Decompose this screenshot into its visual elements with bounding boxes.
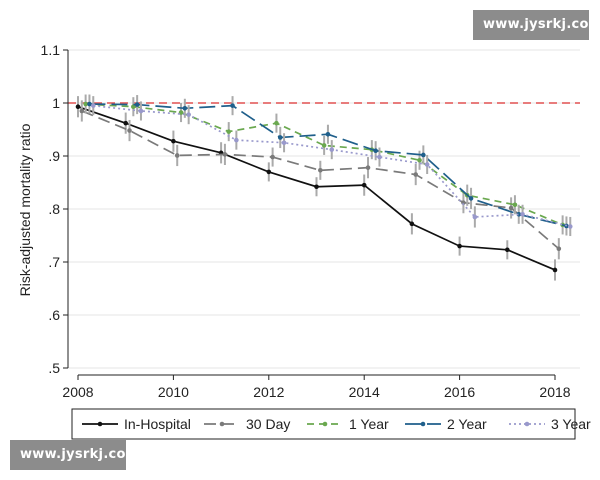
data-point [123, 120, 128, 126]
data-point [131, 104, 136, 110]
data-point [365, 165, 371, 170]
data-point [230, 103, 235, 108]
data-point [520, 212, 525, 217]
legend-label: 1 Year [349, 416, 389, 432]
legend-marker [322, 421, 328, 427]
y-tick-label: .5 [48, 360, 60, 376]
data-point [90, 103, 96, 108]
y-tick-label: .7 [48, 254, 60, 270]
y-tick-label: 1.1 [41, 42, 61, 58]
series-3-year [90, 96, 573, 237]
data-point [505, 247, 510, 253]
y-tick-label: .9 [48, 148, 60, 164]
y-tick-label: .8 [48, 201, 60, 217]
x-tick-label: 2018 [539, 384, 570, 400]
data-point [134, 102, 140, 107]
data-point [277, 135, 283, 140]
data-point [421, 152, 426, 158]
data-point [552, 267, 558, 273]
data-point [266, 169, 272, 175]
legend-marker [219, 421, 225, 427]
series-line [85, 103, 563, 226]
data-point [508, 205, 514, 211]
data-point [457, 243, 462, 249]
data-point [79, 108, 85, 114]
series-line [81, 110, 560, 250]
data-point [468, 196, 474, 201]
series-2-year [87, 94, 569, 236]
legend: In-Hospital 30 Day 1 Year 2 Year 3 Year [71, 408, 591, 440]
data-point [186, 112, 191, 117]
y-tick-label: 1 [52, 95, 60, 111]
watermark-bottom: www.jysrkj.com [10, 440, 139, 470]
series-layer [75, 94, 573, 281]
series-line [89, 103, 567, 227]
x-tick-label: 2010 [158, 384, 189, 400]
data-point [75, 104, 81, 110]
data-point [321, 143, 327, 148]
legend-label: 3 Year [551, 416, 591, 432]
data-point [409, 221, 415, 227]
data-point [329, 147, 335, 152]
data-point [182, 106, 188, 111]
data-point [516, 212, 522, 217]
data-point [234, 137, 239, 143]
data-point [226, 129, 232, 134]
axes: .5 .6 .7 .8 .9 1 1.1 2008 2010 2012 2014 2016 2018 [41, 42, 571, 400]
legend-marker [524, 421, 530, 427]
data-point [424, 162, 430, 167]
data-point [274, 120, 279, 126]
legend-label: 2 Year [447, 416, 487, 432]
x-tick-label: 2016 [444, 384, 475, 400]
legend-marker [97, 421, 103, 427]
data-point [377, 154, 382, 160]
data-point [174, 153, 180, 158]
legend-label: In-Hospital [124, 416, 191, 432]
data-point [127, 128, 132, 133]
data-point [178, 110, 184, 115]
data-point [87, 101, 92, 107]
data-point [512, 202, 518, 208]
data-point [413, 172, 419, 177]
data-point [417, 157, 422, 163]
data-point [222, 152, 228, 157]
data-point [373, 148, 378, 153]
data-point [361, 182, 367, 188]
legend-marker [420, 421, 426, 427]
data-point [270, 154, 275, 160]
data-point [83, 101, 88, 107]
legend-label: 30 Day [246, 416, 290, 432]
data-point [281, 140, 287, 146]
data-point [171, 138, 176, 144]
x-tick-label: 2012 [253, 384, 284, 400]
data-point [325, 131, 331, 137]
series-in-hospital [75, 96, 558, 281]
watermark-top: www.jysrkj.com [473, 10, 600, 40]
data-point [314, 184, 319, 190]
data-point [472, 214, 478, 220]
y-axis-title: Risk-adjusted mortality ratio [17, 123, 33, 296]
x-tick-label: 2008 [62, 384, 93, 400]
series-30-day [79, 100, 562, 260]
y-tick-label: .6 [48, 307, 60, 323]
data-point [318, 168, 323, 173]
data-point [556, 246, 562, 252]
series-1-year [83, 94, 565, 235]
data-point [138, 108, 144, 114]
x-tick-label: 2014 [349, 384, 380, 400]
data-point [567, 224, 573, 229]
